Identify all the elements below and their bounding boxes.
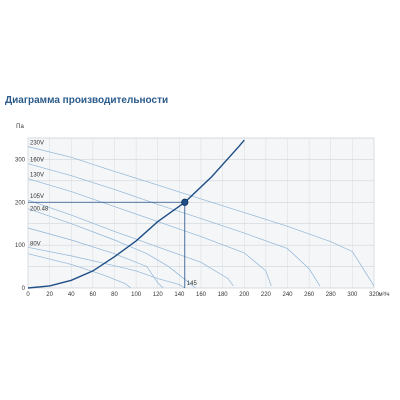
x-tick-label: 240 bbox=[282, 292, 293, 298]
fan-curve bbox=[27, 178, 272, 287]
fan-curve bbox=[27, 146, 375, 287]
x-tick-label: 280 bbox=[326, 292, 337, 298]
system-curve bbox=[27, 139, 245, 289]
series-label: 230V bbox=[30, 141, 44, 147]
fan-curve bbox=[27, 208, 196, 289]
x-axis-label: м³/ч bbox=[379, 292, 390, 298]
operating-point bbox=[181, 198, 189, 206]
fan-curve bbox=[27, 246, 185, 289]
x-tick-label: 260 bbox=[304, 292, 315, 298]
x-tick-label: 180 bbox=[218, 292, 229, 298]
y-tick-label: 200 bbox=[15, 200, 26, 206]
x-tick-label: 320 bbox=[369, 292, 380, 298]
series-label: 130V bbox=[30, 173, 44, 179]
x-tick-label: 160 bbox=[196, 292, 207, 298]
fan-curve bbox=[27, 199, 234, 287]
x-tick-label: 200 bbox=[239, 292, 250, 298]
x-tick-label: 60 bbox=[90, 292, 97, 298]
operating-pressure-label: 200.48 bbox=[30, 206, 49, 212]
x-tick-label: 120 bbox=[153, 292, 164, 298]
x-tick-label: 40 bbox=[68, 292, 75, 298]
x-tick-label: 300 bbox=[347, 292, 358, 298]
fan-curve bbox=[27, 253, 131, 289]
y-tick-label: 0 bbox=[22, 286, 26, 292]
series-label: 160V bbox=[30, 158, 44, 164]
operating-flow-label: 145 bbox=[187, 281, 198, 287]
y-tick-label: 300 bbox=[15, 157, 26, 163]
x-tick-label: 80 bbox=[111, 292, 118, 298]
y-axis-label: Па bbox=[16, 124, 24, 130]
x-tick-label: 0 bbox=[26, 292, 30, 298]
fan-curve bbox=[27, 163, 321, 287]
x-tick-label: 220 bbox=[261, 292, 272, 298]
series-label: 105V bbox=[30, 194, 44, 200]
y-tick-label: 100 bbox=[15, 243, 26, 249]
fan-curve bbox=[27, 227, 164, 289]
x-tick-label: 140 bbox=[174, 292, 185, 298]
x-tick-label: 20 bbox=[46, 292, 53, 298]
series-label: 80V bbox=[30, 241, 41, 247]
x-tick-label: 100 bbox=[131, 292, 142, 298]
chart-title: Диаграмма производительности bbox=[5, 95, 169, 106]
